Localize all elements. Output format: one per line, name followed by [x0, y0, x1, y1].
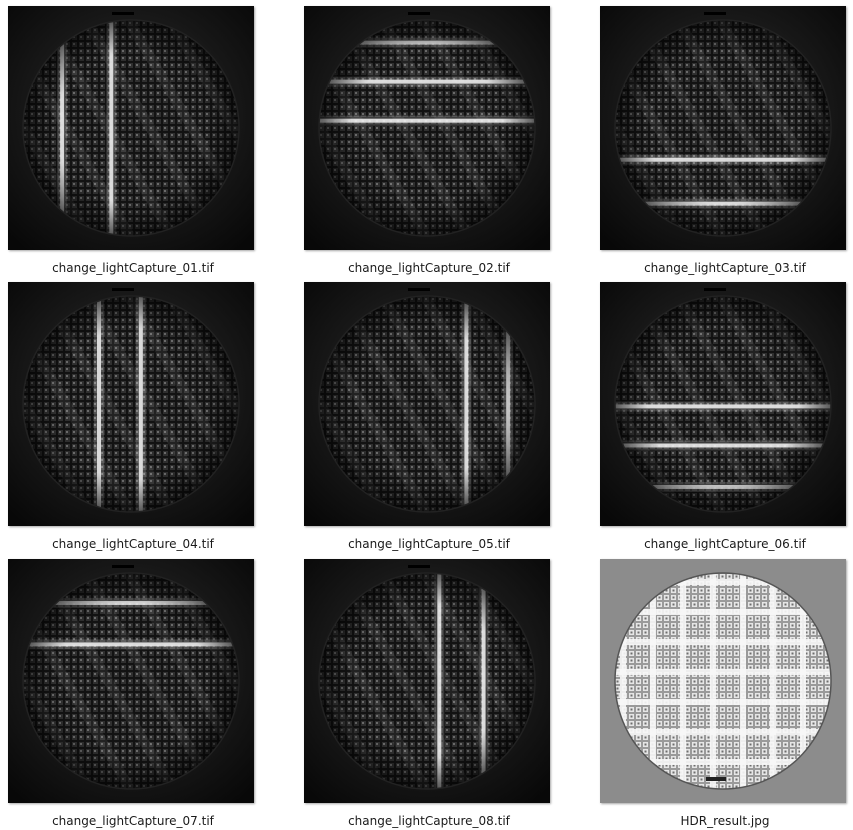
file-name[interactable]: change_lightCapture_07.tif [52, 814, 214, 828]
wafer-image [304, 559, 550, 803]
file-name[interactable]: change_lightCapture_08.tif [348, 814, 510, 828]
wafer-thumbnail[interactable] [304, 282, 550, 526]
file-tile-3[interactable]: change_lightCapture_03.tif [600, 6, 850, 275]
file-name[interactable]: change_lightCapture_02.tif [348, 261, 510, 275]
wafer-image [304, 282, 550, 526]
file-name[interactable]: change_lightCapture_04.tif [52, 537, 214, 551]
file-tile-1[interactable]: change_lightCapture_01.tif [8, 6, 258, 275]
wafer-thumbnail[interactable] [304, 6, 550, 250]
file-name[interactable]: change_lightCapture_03.tif [644, 261, 806, 275]
hdr-wafer-image [600, 559, 846, 803]
wafer-thumbnail[interactable] [8, 282, 254, 526]
file-name[interactable]: change_lightCapture_06.tif [644, 537, 806, 551]
file-name[interactable]: change_lightCapture_05.tif [348, 537, 510, 551]
wafer-image [600, 6, 846, 250]
wafer-thumbnail[interactable] [304, 559, 550, 803]
wafer-image [8, 559, 254, 803]
hdr-thumbnail[interactable] [600, 559, 846, 803]
wafer-image [8, 6, 254, 250]
file-tile-7[interactable]: change_lightCapture_07.tif [8, 559, 258, 828]
file-tile-8[interactable]: change_lightCapture_08.tif [304, 559, 554, 828]
wafer-thumbnail[interactable] [600, 282, 846, 526]
file-tile-6[interactable]: change_lightCapture_06.tif [600, 282, 850, 551]
file-tile-9[interactable]: HDR_result.jpg [600, 559, 850, 828]
wafer-thumbnail[interactable] [8, 559, 254, 803]
wafer-image [304, 6, 550, 250]
wafer-image [600, 282, 846, 526]
file-tile-2[interactable]: change_lightCapture_02.tif [304, 6, 554, 275]
file-tile-5[interactable]: change_lightCapture_05.tif [304, 282, 554, 551]
file-name[interactable]: HDR_result.jpg [680, 814, 770, 828]
wafer-thumbnail[interactable] [8, 6, 254, 250]
file-tile-4[interactable]: change_lightCapture_04.tif [8, 282, 258, 551]
file-name[interactable]: change_lightCapture_01.tif [52, 261, 214, 275]
wafer-image [8, 282, 254, 526]
wafer-thumbnail[interactable] [600, 6, 846, 250]
